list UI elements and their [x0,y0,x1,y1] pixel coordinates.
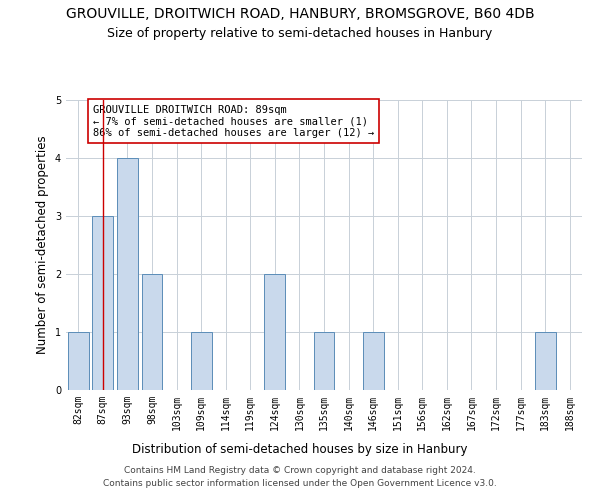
Bar [265,274,286,390]
Bar [362,332,383,390]
Y-axis label: Number of semi-detached properties: Number of semi-detached properties [37,136,49,354]
Text: Contains HM Land Registry data © Crown copyright and database right 2024.
Contai: Contains HM Land Registry data © Crown c… [103,466,497,487]
Text: Size of property relative to semi-detached houses in Hanbury: Size of property relative to semi-detach… [107,28,493,40]
Text: GROUVILLE DROITWICH ROAD: 89sqm
← 7% of semi-detached houses are smaller (1)
86%: GROUVILLE DROITWICH ROAD: 89sqm ← 7% of … [93,104,374,138]
Bar [142,274,163,390]
Bar [191,332,212,390]
Bar [117,158,138,390]
Bar [92,216,113,390]
Bar [68,332,89,390]
Text: GROUVILLE, DROITWICH ROAD, HANBURY, BROMSGROVE, B60 4DB: GROUVILLE, DROITWICH ROAD, HANBURY, BROM… [65,8,535,22]
Bar [535,332,556,390]
Bar [314,332,334,390]
Text: Distribution of semi-detached houses by size in Hanbury: Distribution of semi-detached houses by … [132,442,468,456]
